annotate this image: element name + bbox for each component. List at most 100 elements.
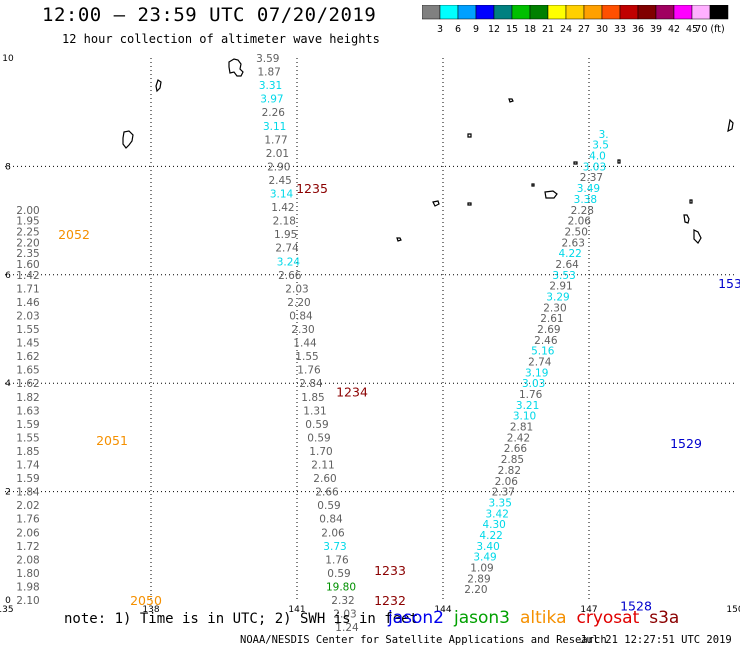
wave-height-value: 0.59 bbox=[327, 568, 350, 580]
wave-height-value: 1.09 bbox=[470, 562, 493, 574]
y-tick-label: 8 bbox=[5, 162, 11, 172]
coastline-outline bbox=[122, 130, 134, 149]
wave-height-value: 3.14 bbox=[270, 189, 294, 201]
wave-height-value: 2.02 bbox=[16, 500, 39, 512]
wave-height-value: 2.84 bbox=[299, 378, 323, 390]
wave-height-value: 3.97 bbox=[260, 94, 283, 106]
wave-height-value: 0.84 bbox=[319, 514, 343, 526]
wave-height-value: 2.26 bbox=[262, 107, 286, 119]
wave-height-value: 3.19 bbox=[525, 367, 548, 379]
legend-s3a: s3a bbox=[649, 608, 680, 628]
coastline-outline bbox=[727, 118, 734, 133]
wave-height-value: 3.73 bbox=[323, 541, 346, 553]
wave-height-value: 1.70 bbox=[309, 446, 332, 458]
wave-height-value: 2.45 bbox=[268, 175, 291, 187]
wave-height-value: 2.06 bbox=[16, 527, 40, 539]
pass-time-label: 2051 bbox=[96, 433, 128, 448]
colorbar-label: 3 bbox=[437, 24, 443, 35]
wave-height-value: 2.11 bbox=[311, 460, 334, 472]
wave-height-value: 3.03 bbox=[583, 161, 606, 173]
wave-height-value: 2.37 bbox=[580, 172, 603, 184]
wave-height-value: 1.76 bbox=[519, 389, 543, 401]
wave-height-value: 2.10 bbox=[16, 595, 39, 607]
wave-height-value: 1.42 bbox=[16, 270, 39, 282]
wave-height-value: 0.59 bbox=[305, 419, 328, 431]
wave-height-value: 1.77 bbox=[264, 134, 287, 146]
y-tick-label: 10 bbox=[2, 54, 14, 64]
wave-height-value: 2.85 bbox=[501, 454, 524, 466]
wave-height-value: 2.20 bbox=[16, 237, 39, 249]
pass-time-label: 1234 bbox=[336, 384, 368, 399]
pass-time-label: 1235 bbox=[296, 181, 328, 196]
colorbar-label: 30 bbox=[596, 24, 608, 35]
wave-height-value: 2.03 bbox=[16, 310, 39, 322]
wave-height-value: 1.74 bbox=[16, 460, 40, 472]
wave-height-value: 1.46 bbox=[16, 297, 40, 309]
wave-height-value: 1.55 bbox=[16, 432, 39, 444]
wave-height-value: 2.91 bbox=[549, 281, 572, 293]
colorbar-label: 15 bbox=[506, 24, 518, 35]
wave-height-value: 1.44 bbox=[293, 338, 317, 350]
x-tick-label: 141 bbox=[288, 605, 305, 615]
wave-height-value: 1.82 bbox=[16, 392, 39, 404]
coastline-outline bbox=[508, 98, 514, 103]
wave-height-value: 3.53 bbox=[552, 270, 575, 282]
colorbar-label: 45 bbox=[686, 24, 698, 35]
wave-height-value: 2.03 bbox=[285, 283, 308, 295]
coastline-outline bbox=[467, 202, 472, 206]
wave-height-value: 2.03 bbox=[333, 609, 356, 621]
wave-height-value: 3.5 bbox=[592, 140, 609, 152]
coastline-outline bbox=[396, 237, 402, 242]
coastline-outline bbox=[693, 229, 702, 244]
wave-height-value: 2.66 bbox=[315, 487, 339, 499]
x-tick-label: 147 bbox=[580, 605, 597, 615]
colorbar-label: 33 bbox=[614, 24, 626, 35]
wave-height-value: 1.62 bbox=[16, 378, 39, 390]
wave-height-value: 1.63 bbox=[16, 405, 39, 417]
coastline-outline bbox=[617, 159, 621, 164]
x-tick-label: 135 bbox=[0, 605, 14, 615]
y-tick-label: 2 bbox=[5, 488, 11, 498]
wave-height-value: 2.20 bbox=[287, 297, 310, 309]
wave-height-value: 2.28 bbox=[571, 205, 594, 217]
colorbar-label: 6 bbox=[455, 24, 461, 35]
wave-height-value: 2.82 bbox=[498, 465, 521, 477]
wave-height-value: 3.49 bbox=[473, 552, 496, 564]
pass-time-label: 153 bbox=[718, 276, 740, 291]
wave-height-value: 2.00 bbox=[16, 205, 39, 217]
wave-height-value: 2.66 bbox=[504, 443, 528, 455]
page-subtitle: 12 hour collection of altimeter wave hei… bbox=[62, 32, 380, 46]
wave-height-value: 3.03 bbox=[522, 378, 545, 390]
wave-height-value: 2.18 bbox=[273, 216, 296, 228]
colorbar-label: 70 (ft) bbox=[695, 24, 724, 35]
wave-height-value: 1.31 bbox=[303, 405, 326, 417]
wave-height-value: 1.98 bbox=[16, 581, 39, 593]
wave-height-value: 1.87 bbox=[257, 67, 280, 79]
wave-height-value: 3.24 bbox=[277, 256, 301, 268]
wave-height-value: 2.37 bbox=[492, 487, 515, 499]
coastline-outline bbox=[228, 58, 244, 77]
wave-height-value: 2.50 bbox=[565, 226, 588, 238]
wave-height-value: 2.61 bbox=[540, 313, 563, 325]
colorbar-label: 21 bbox=[542, 24, 554, 35]
wave-height-value: 2.89 bbox=[467, 573, 490, 585]
wave-height-value: 2.90 bbox=[267, 161, 290, 173]
legend-jason3: jason3 bbox=[454, 608, 510, 628]
wave-height-value: 0.59 bbox=[307, 432, 330, 444]
pass-time-label: 1233 bbox=[374, 563, 406, 578]
wave-height-value: 2.42 bbox=[507, 432, 530, 444]
wave-height-value: 2.01 bbox=[266, 148, 289, 160]
colorbar-label: 39 bbox=[650, 24, 662, 35]
wave-height-value: 4.22 bbox=[479, 530, 502, 542]
wave-height-value: 2.20 bbox=[464, 584, 487, 596]
wave-height-value: 0.59 bbox=[317, 500, 340, 512]
wave-height-value: 4.0 bbox=[589, 151, 606, 163]
wave-height-value: 1.85 bbox=[16, 446, 39, 458]
colorbar-label: 36 bbox=[632, 24, 644, 35]
wave-height-value: 3.38 bbox=[574, 194, 597, 206]
colorbar-label: 42 bbox=[668, 24, 680, 35]
footnote: note: 1) Time is in UTC; 2) SWH is in fe… bbox=[64, 611, 419, 627]
wave-height-value: 3.59 bbox=[256, 53, 279, 65]
wave-height-value: 1.65 bbox=[16, 365, 39, 377]
